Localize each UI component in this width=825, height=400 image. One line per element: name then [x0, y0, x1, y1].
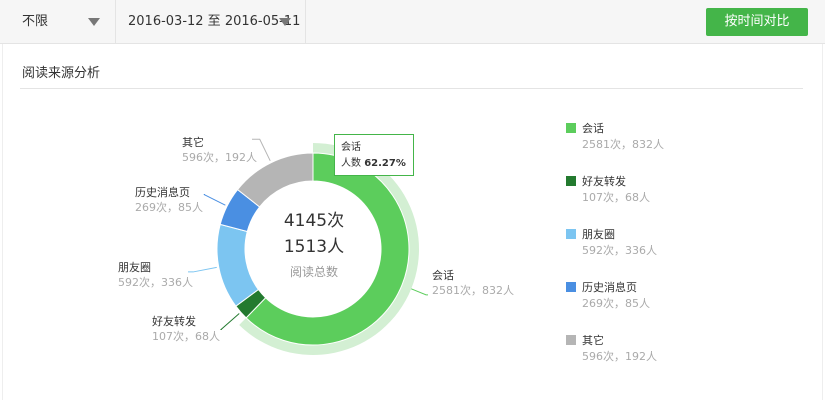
leader-line-0	[411, 288, 428, 296]
legend-item[interactable]: 会话 2581次，832人	[566, 121, 664, 153]
caret-down-icon	[88, 18, 100, 26]
legend-swatch	[566, 335, 576, 345]
compare-by-time-button[interactable]: 按时间对比	[706, 8, 808, 36]
total-users: 1513人	[283, 237, 345, 257]
tooltip: 会话 人数 62.27%	[334, 134, 414, 176]
legend-item[interactable]: 朋友圈 592次，336人	[566, 227, 657, 259]
slice-label: 会话 2581次，832人	[432, 269, 514, 297]
caret-down-icon	[279, 18, 291, 26]
divider	[20, 88, 803, 89]
center-caption: 阅读总数	[289, 265, 338, 279]
date-range-picker[interactable]: 2016-03-12 至 2016-05-11	[116, 0, 306, 44]
leader-line-1	[219, 313, 240, 330]
slice-label: 朋友圈 592次，336人	[118, 261, 193, 289]
section-title: 阅读来源分析	[22, 66, 101, 81]
legend-item[interactable]: 好友转发 107次，68人	[566, 174, 650, 206]
leader-line-3	[203, 193, 226, 206]
slice-label: 其它 596次，192人	[182, 136, 257, 164]
legend-item[interactable]: 其它 596次，192人	[566, 333, 657, 365]
slice-2[interactable]	[216, 223, 260, 307]
legend-swatch	[566, 229, 576, 239]
slice-4[interactable]	[236, 152, 314, 208]
legend-swatch	[566, 282, 576, 292]
total-reads: 4145次	[283, 211, 345, 231]
highlight-halo	[239, 143, 419, 355]
panel	[2, 44, 823, 400]
filter-dropdown[interactable]: 不限	[0, 0, 116, 44]
leader-line-2	[188, 266, 217, 273]
leader-line-4	[252, 138, 271, 162]
legend-swatch	[566, 123, 576, 133]
legend-item[interactable]: 历史消息页 269次，85人	[566, 280, 650, 312]
legend-swatch	[566, 176, 576, 186]
toolbar: 不限 2016-03-12 至 2016-05-11 按时间对比	[0, 0, 825, 44]
slice-0[interactable]	[245, 152, 410, 346]
slice-label: 好友转发 107次，68人	[152, 315, 220, 343]
slice-label: 历史消息页 269次，85人	[135, 186, 203, 214]
